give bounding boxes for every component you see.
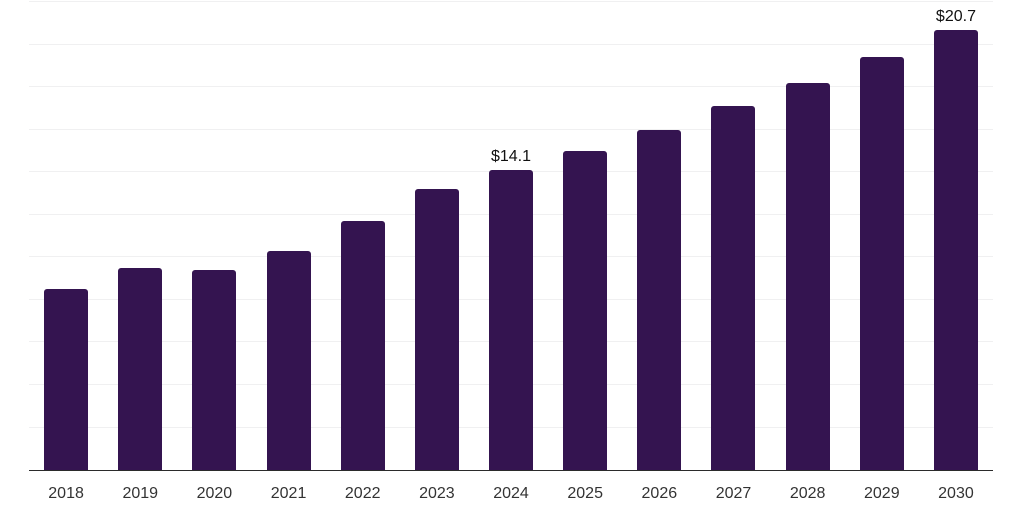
x-axis-label: 2022 (344, 485, 381, 502)
x-axis-label: 2027 (715, 485, 752, 502)
bar-slot (622, 0, 696, 470)
bar-slot (845, 0, 919, 470)
bar-slot (177, 0, 251, 470)
x-axis-label: 2019 (122, 485, 159, 502)
bar-2018 (44, 289, 89, 470)
gridline (29, 86, 993, 88)
data-label: $20.7 (935, 7, 976, 25)
bar-2024 (489, 170, 534, 470)
x-axis-label: 2023 (419, 485, 455, 502)
gridline (29, 128, 993, 130)
gridline (29, 43, 993, 45)
bar-slot (29, 0, 103, 470)
bar-2029 (859, 57, 904, 470)
x-axis-label: 2028 (789, 485, 826, 502)
x-axis-label: 2024 (493, 485, 529, 502)
bar-slot (103, 0, 177, 470)
bar-slot (696, 0, 770, 470)
bar-2025 (563, 151, 608, 470)
x-axis-label: 2021 (270, 485, 307, 502)
x-axis-label: 2020 (196, 485, 233, 502)
bar-slot: $14.1 (474, 0, 548, 470)
bar-2019 (118, 268, 163, 470)
data-label: $14.1 (490, 148, 532, 166)
x-axis-label: 2030 (938, 485, 974, 502)
bar-slot (548, 0, 622, 470)
x-axis-label: 2029 (864, 485, 900, 502)
bar-slot (400, 0, 474, 470)
gridline (29, 1, 993, 3)
bar-2026 (637, 129, 682, 470)
bar-2020 (192, 270, 237, 470)
bar-2022 (340, 221, 385, 470)
bar-slot (251, 0, 325, 470)
x-axis: 2018 2019 2020 2021 2022 2023 2024 2025 2026 2027… (29, 484, 993, 503)
bar-2030 (933, 29, 978, 470)
x-axis-label: 2025 (567, 485, 603, 502)
plot-area: $14.1 $20.7 (29, 0, 993, 471)
bar-slot (326, 0, 400, 470)
x-axis-label: 2026 (641, 485, 678, 502)
bar-slot: $20.7 (919, 0, 993, 470)
bar-2023 (414, 189, 459, 470)
x-axis-label: 2018 (48, 485, 84, 502)
bar-2027 (711, 106, 756, 470)
bars: $14.1 $20.7 (29, 0, 993, 470)
bar-2021 (266, 251, 311, 470)
bar-slot (771, 0, 845, 470)
bar-2028 (785, 82, 830, 470)
